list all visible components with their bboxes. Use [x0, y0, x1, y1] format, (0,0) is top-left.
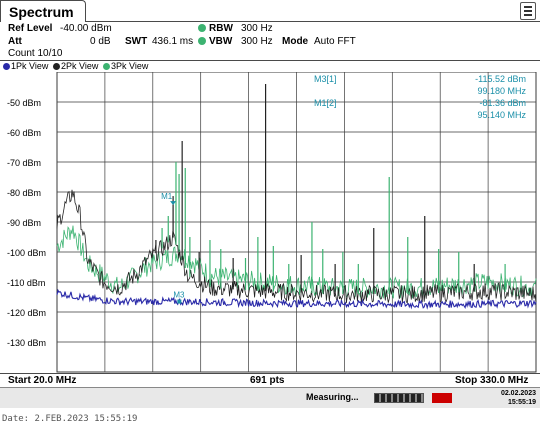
trace-2-text: 2Pk View — [61, 61, 99, 71]
tab-spectrum[interactable]: Spectrum — [0, 0, 86, 22]
window-title: Spectrum — [9, 4, 74, 20]
marker-m3-level: -115.52 dBm — [475, 74, 526, 84]
y-tick-label: -50 dBm — [7, 98, 41, 108]
settings-panel: Ref Level -40.00 dBm Att 0 dB Count 10/1… — [0, 22, 540, 60]
swt-value: 436.1 ms — [152, 36, 194, 47]
status-flag-icon — [432, 393, 452, 403]
sweep-points: 691 pts — [250, 375, 285, 386]
vbw-row: VBW — [198, 36, 232, 47]
screenshot-caption: Date: 2.FEB.2023 15:55:19 — [2, 414, 138, 424]
start-frequency: Start 20.0 MHz — [8, 375, 77, 386]
marker-m1-label: M1[2] — [314, 98, 337, 108]
trace-3-line — [56, 225, 537, 300]
y-tick-label: -70 dBm — [7, 158, 41, 168]
measuring-status: Measuring... — [306, 392, 359, 402]
plot-frame — [56, 71, 537, 373]
trace-1-label[interactable]: 1Pk View — [3, 61, 48, 71]
marker-m1-level: -81.36 dBm — [479, 98, 526, 108]
trace-1-text: 1Pk View — [11, 61, 49, 71]
analyzer-screen: Spectrum Ref Level -40.00 dBm Att 0 dB C… — [0, 0, 540, 408]
count-text: Count 10/10 — [8, 48, 63, 59]
coupled-indicator-icon — [198, 37, 206, 45]
window-menu-button[interactable] — [520, 2, 536, 20]
y-tick-label: -100 dBm — [7, 248, 46, 258]
marker-m3-freq: 99.180 MHz — [477, 86, 526, 96]
y-tick-label: -60 dBm — [7, 128, 41, 138]
y-tick-label: -130 dBm — [7, 338, 46, 348]
rbw-value: 300 Hz — [241, 23, 273, 34]
sweep-progress-bar — [374, 393, 424, 403]
trace-1-icon — [3, 63, 10, 70]
vbw-label: VBW — [209, 36, 233, 47]
status-datetime: 02.02.2023 15:55:19 — [474, 389, 536, 407]
mode-label: Mode — [282, 36, 309, 47]
ref-level-label: Ref Level — [8, 23, 53, 34]
mode-value: Auto FFT — [314, 36, 356, 47]
tab-divider — [86, 21, 540, 22]
stop-frequency: Stop 330.0 MHz — [455, 375, 529, 386]
att-label: Att — [8, 36, 22, 47]
spectrum-chart[interactable]: -50 dBm -60 dBm -70 dBm -80 dBm -90 dBm -100 … — [0, 71, 540, 373]
att-value: 0 dB — [90, 36, 111, 47]
marker-m1-freq: 95.140 MHz — [477, 110, 526, 120]
sweep-footer: Start 20.0 MHz 691 pts Stop 330.0 MHz — [0, 373, 540, 387]
trace-2-line — [56, 189, 537, 304]
menu-bar-icon — [524, 14, 532, 16]
trace-3-text: 3Pk View — [111, 61, 149, 71]
marker-m3-icon — [177, 299, 182, 304]
swt-label: SWT — [125, 36, 148, 47]
rbw-label: RBW — [209, 23, 233, 34]
y-tick-label: -90 dBm — [7, 218, 41, 228]
rbw-row: RBW — [198, 23, 233, 34]
trace-legend: 1Pk View 2Pk View 3Pk View — [0, 60, 540, 72]
vbw-value: 300 Hz — [241, 36, 273, 47]
marker-m1-icon — [170, 201, 177, 206]
marker-m3-tag: M3 — [173, 291, 185, 300]
trace-1-line — [56, 288, 537, 310]
y-tick-label: -120 dBm — [7, 308, 46, 318]
marker-m1-tag: M1 — [161, 192, 173, 201]
status-date: 02.02.2023 — [500, 390, 536, 397]
trace-2-label[interactable]: 2Pk View — [53, 61, 98, 71]
menu-bar-icon — [524, 10, 532, 12]
trace-2-icon — [53, 63, 60, 70]
status-bar: Measuring... 02.02.2023 15:55:19 — [0, 387, 540, 408]
y-tick-label: -110 dBm — [7, 278, 45, 288]
trace-3-icon — [103, 63, 110, 70]
spectrum-plot[interactable]: -50 dBm -60 dBm -70 dBm -80 dBm -90 dBm -100 … — [0, 71, 540, 373]
y-tick-label: -80 dBm — [7, 188, 41, 198]
status-time: 15:55:19 — [507, 399, 536, 406]
ref-level-value: -40.00 dBm — [60, 23, 112, 34]
trace-3-label[interactable]: 3Pk View — [103, 61, 148, 71]
coupled-indicator-icon — [198, 24, 206, 32]
menu-bar-icon — [524, 6, 532, 8]
marker-m3-label: M3[1] — [314, 74, 337, 84]
